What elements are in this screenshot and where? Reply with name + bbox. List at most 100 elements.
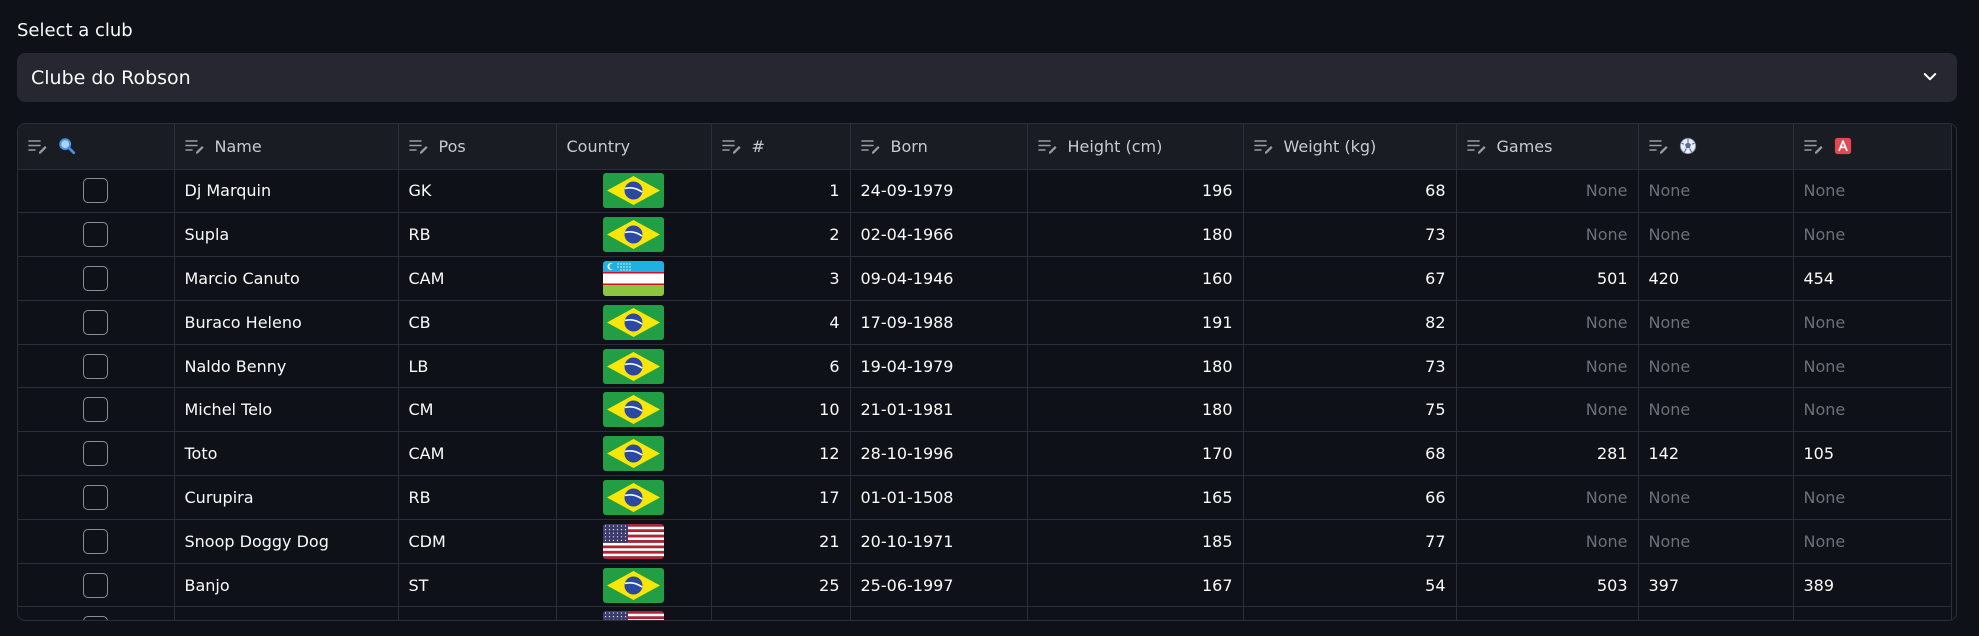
column-header-goals[interactable] bbox=[1638, 124, 1794, 170]
name-cell[interactable]: Buraco Heleno bbox=[174, 300, 399, 345]
country-cell[interactable] bbox=[556, 563, 712, 608]
column-header-number[interactable]: # bbox=[711, 124, 851, 170]
games-cell[interactable]: None bbox=[1456, 475, 1639, 520]
games-cell[interactable]: 501 bbox=[1456, 256, 1639, 301]
country-cell[interactable] bbox=[556, 212, 712, 258]
row-select-cell[interactable] bbox=[18, 475, 175, 520]
country-cell[interactable] bbox=[556, 475, 712, 520]
pos-cell[interactable]: RB bbox=[398, 475, 557, 520]
name-cell[interactable]: Banjo bbox=[174, 563, 399, 608]
name-cell[interactable] bbox=[174, 606, 399, 620]
weight-cell[interactable]: 68 bbox=[1243, 169, 1457, 214]
height-cell[interactable]: 191 bbox=[1027, 300, 1244, 345]
height-cell[interactable]: 185 bbox=[1027, 519, 1244, 564]
born-cell[interactable]: 01-01-1508 bbox=[850, 475, 1028, 520]
number-cell[interactable]: 21 bbox=[711, 519, 851, 564]
assists-cell[interactable]: None bbox=[1793, 344, 1952, 389]
height-cell[interactable]: 180 bbox=[1027, 344, 1244, 389]
row-checkbox[interactable] bbox=[83, 572, 109, 598]
row-select-cell[interactable] bbox=[18, 344, 175, 389]
number-cell[interactable]: 6 bbox=[711, 344, 851, 389]
name-cell[interactable]: Curupira bbox=[174, 475, 399, 520]
number-cell[interactable] bbox=[711, 606, 851, 620]
country-cell[interactable] bbox=[556, 344, 712, 389]
number-cell[interactable]: 12 bbox=[711, 431, 851, 477]
country-cell[interactable] bbox=[556, 606, 712, 620]
club-select[interactable]: Clube do Robson bbox=[17, 53, 1957, 102]
assists-cell[interactable]: None bbox=[1793, 519, 1952, 564]
born-cell[interactable]: 17-09-1988 bbox=[850, 300, 1028, 345]
height-cell[interactable]: 167 bbox=[1027, 563, 1244, 608]
games-cell[interactable]: 281 bbox=[1456, 431, 1639, 477]
goals-cell[interactable]: None bbox=[1638, 300, 1794, 345]
games-cell[interactable]: None bbox=[1456, 519, 1639, 564]
table-row[interactable]: Naldo Benny LB 6 19-04-1979 180 73 None None Non… bbox=[18, 344, 1952, 389]
height-cell[interactable]: 170 bbox=[1027, 431, 1244, 477]
name-cell[interactable]: Toto bbox=[174, 431, 399, 477]
column-header-name[interactable]: Name bbox=[174, 124, 399, 170]
column-header-born[interactable]: Born bbox=[850, 124, 1028, 170]
table-row[interactable]: Marcio Canuto CAM 3 09-04-1946 160 67 501 420 45… bbox=[18, 256, 1952, 301]
pos-cell[interactable]: CAM bbox=[398, 431, 557, 477]
weight-cell[interactable]: 73 bbox=[1243, 212, 1457, 258]
table-row[interactable] bbox=[18, 606, 1952, 620]
country-cell[interactable] bbox=[556, 256, 712, 301]
table-row[interactable]: Banjo ST 25 25-06-1997 167 54 503 397 389 bbox=[18, 563, 1952, 608]
games-cell[interactable]: None bbox=[1456, 169, 1639, 214]
number-cell[interactable]: 1 bbox=[711, 169, 851, 214]
pos-cell[interactable]: LB bbox=[398, 344, 557, 389]
country-cell[interactable] bbox=[556, 300, 712, 345]
born-cell[interactable]: 21-01-1981 bbox=[850, 387, 1028, 433]
goals-cell[interactable]: 420 bbox=[1638, 256, 1794, 301]
name-cell[interactable]: Snoop Doggy Dog bbox=[174, 519, 399, 564]
column-header-select[interactable] bbox=[18, 124, 175, 170]
row-select-cell[interactable] bbox=[18, 256, 175, 301]
weight-cell[interactable]: 75 bbox=[1243, 387, 1457, 433]
country-cell[interactable] bbox=[556, 519, 712, 564]
assists-cell[interactable]: 389 bbox=[1793, 563, 1952, 608]
games-cell[interactable]: None bbox=[1456, 300, 1639, 345]
table-row[interactable]: Toto CAM 12 28-10-1996 170 68 281 142 105 bbox=[18, 431, 1952, 477]
height-cell[interactable]: 165 bbox=[1027, 475, 1244, 520]
goals-cell[interactable]: None bbox=[1638, 169, 1794, 214]
born-cell[interactable]: 02-04-1966 bbox=[850, 212, 1028, 258]
row-checkbox[interactable] bbox=[83, 484, 109, 510]
games-cell[interactable]: None bbox=[1456, 387, 1639, 433]
assists-cell[interactable]: None bbox=[1793, 169, 1952, 214]
assists-cell[interactable]: None bbox=[1793, 212, 1952, 258]
row-select-cell[interactable] bbox=[18, 212, 175, 258]
row-checkbox[interactable] bbox=[83, 528, 109, 554]
pos-cell[interactable]: ST bbox=[398, 563, 557, 608]
table-row[interactable]: Supla RB 2 02-04-1966 180 73 None None None bbox=[18, 212, 1952, 258]
born-cell[interactable]: 25-06-1997 bbox=[850, 563, 1028, 608]
table-row[interactable]: Michel Telo CM 10 21-01-1981 180 75 None None No… bbox=[18, 387, 1952, 433]
assists-cell[interactable]: None bbox=[1793, 300, 1952, 345]
games-cell[interactable]: 503 bbox=[1456, 563, 1639, 608]
row-select-cell[interactable] bbox=[18, 519, 175, 564]
games-cell[interactable]: None bbox=[1456, 344, 1639, 389]
column-header-height[interactable]: Height (cm) bbox=[1027, 124, 1244, 170]
assists-cell[interactable]: None bbox=[1793, 387, 1952, 433]
number-cell[interactable]: 4 bbox=[711, 300, 851, 345]
number-cell[interactable]: 2 bbox=[711, 212, 851, 258]
row-select-cell[interactable] bbox=[18, 606, 175, 620]
weight-cell[interactable]: 68 bbox=[1243, 431, 1457, 477]
name-cell[interactable]: Naldo Benny bbox=[174, 344, 399, 389]
number-cell[interactable]: 25 bbox=[711, 563, 851, 608]
height-cell[interactable]: 160 bbox=[1027, 256, 1244, 301]
goals-cell[interactable]: None bbox=[1638, 212, 1794, 258]
row-select-cell[interactable] bbox=[18, 169, 175, 214]
height-cell[interactable]: 196 bbox=[1027, 169, 1244, 214]
row-select-cell[interactable] bbox=[18, 387, 175, 433]
goals-cell[interactable]: None bbox=[1638, 519, 1794, 564]
weight-cell[interactable]: 67 bbox=[1243, 256, 1457, 301]
column-header-games[interactable]: Games bbox=[1456, 124, 1639, 170]
row-checkbox[interactable] bbox=[83, 353, 109, 379]
players-table[interactable]: Name Pos Country # Born Height (cm) Weight (kg… bbox=[17, 123, 1957, 621]
number-cell[interactable]: 3 bbox=[711, 256, 851, 301]
row-checkbox[interactable] bbox=[83, 222, 109, 248]
country-cell[interactable] bbox=[556, 169, 712, 214]
table-row[interactable]: Buraco Heleno CB 4 17-09-1988 191 82 None None N… bbox=[18, 300, 1952, 345]
row-select-cell[interactable] bbox=[18, 300, 175, 345]
assists-cell[interactable]: 454 bbox=[1793, 256, 1952, 301]
